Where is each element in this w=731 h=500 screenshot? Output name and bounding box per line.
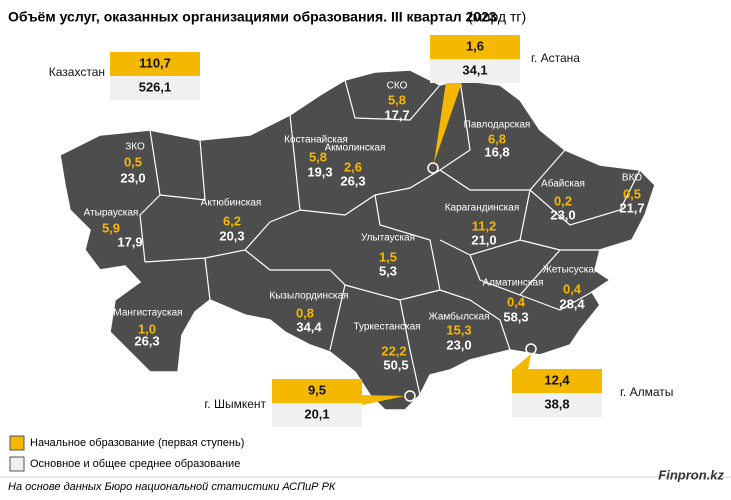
secondary-value: 34,4 <box>296 319 322 334</box>
box-bottom <box>430 59 520 83</box>
box-label: г. Астана <box>531 51 580 65</box>
primary-value: 11,2 <box>472 218 497 233</box>
secondary-value: 26,3 <box>134 333 159 348</box>
region-name: Мангистауская <box>113 308 182 319</box>
primary-value: 110,7 <box>139 55 171 70</box>
primary-value: 1,0 <box>138 321 156 336</box>
box-bottom <box>512 393 602 417</box>
primary-value: 9,5 <box>308 382 326 397</box>
box-label: г. Алматы <box>620 385 673 399</box>
region-name: ЗКО <box>125 142 145 153</box>
primary-value: 0,4 <box>507 294 526 309</box>
legend-swatch <box>9 456 25 472</box>
title: Объём услуг, оказанных организациями обр… <box>8 9 497 25</box>
secondary-value: 17,7 <box>384 107 409 122</box>
secondary-value: 50,5 <box>383 357 408 372</box>
region-name: СКО <box>387 81 408 92</box>
unit: (млрд тг) <box>468 9 526 25</box>
region-name: Карагандинская <box>445 203 520 214</box>
primary-value: 0,2 <box>554 193 572 208</box>
secondary-value: 16,8 <box>484 144 509 159</box>
box-label: Казахстан <box>49 65 105 79</box>
secondary-value: 21,7 <box>619 200 644 215</box>
region-name: Костанайская <box>284 135 348 146</box>
region-borders <box>139 79 641 396</box>
primary-value: 1,6 <box>466 38 484 53</box>
box-top <box>512 369 602 393</box>
secondary-value: 26,3 <box>340 173 365 188</box>
country-shape <box>59 69 656 411</box>
primary-value: 0,8 <box>296 305 314 320</box>
brand: Finpron.kz <box>658 467 724 482</box>
box-bottom <box>110 76 200 100</box>
secondary-value: 5,3 <box>379 263 397 278</box>
primary-value: 22,2 <box>381 343 406 358</box>
secondary-value: 20,1 <box>304 406 329 421</box>
primary-value: 15,3 <box>446 322 471 337</box>
secondary-value: 38,8 <box>544 396 569 411</box>
primary-value: 5,8 <box>388 92 406 107</box>
primary-value: 5,9 <box>102 220 120 235</box>
region-name: Кызылординская <box>269 291 348 302</box>
primary-value: 0,5 <box>124 154 142 169</box>
source: На основе данных Бюро национальной стати… <box>8 481 336 493</box>
secondary-value: 23,0 <box>120 170 145 185</box>
secondary-value: 20,3 <box>219 228 244 243</box>
box-bottom <box>272 403 362 427</box>
region-name: Актюбинская <box>201 197 262 209</box>
primary-value: 6,2 <box>223 213 241 228</box>
region-name: Алматинская <box>483 278 544 289</box>
primary-value: 2,6 <box>344 159 362 174</box>
region-name: Жетысуская <box>543 265 600 276</box>
callout-pointers <box>362 82 531 405</box>
primary-value: 0,4 <box>563 281 582 296</box>
legend-label: Основное и общее среднее образование <box>30 458 240 470</box>
secondary-value: 23,0 <box>550 207 575 222</box>
box-top <box>272 379 362 403</box>
region-name: ВКО <box>622 173 642 184</box>
primary-value: 1,5 <box>379 249 397 264</box>
box-label: г. Шымкент <box>204 397 266 411</box>
secondary-value: 21,0 <box>471 232 496 247</box>
region-name: Жамбылская <box>429 311 490 323</box>
region-name: Туркестанская <box>353 322 420 333</box>
legend-label: Начальное образование (первая ступень) <box>30 437 244 449</box>
box-top <box>430 35 520 59</box>
region-name: Улытауская <box>361 233 415 244</box>
primary-value: 12,4 <box>544 372 570 387</box>
secondary-value: 34,1 <box>462 62 487 77</box>
primary-value: 0,5 <box>623 186 641 201</box>
secondary-value: 19,3 <box>307 164 332 179</box>
secondary-value: 526,1 <box>139 79 172 94</box>
primary-value: 6,8 <box>488 131 506 146</box>
region-name: Атырауская <box>84 208 139 219</box>
region-name: Павлодарская <box>464 120 531 131</box>
secondary-value: 28,4 <box>559 296 585 311</box>
region-name: Акмолинская <box>325 143 386 154</box>
box-top <box>110 52 200 76</box>
map <box>59 69 656 411</box>
secondary-value: 17,9 <box>117 234 142 249</box>
primary-value: 5,8 <box>309 149 327 164</box>
legend-swatch <box>9 435 25 451</box>
secondary-value: 58,3 <box>503 309 528 324</box>
secondary-value: 23,0 <box>446 337 471 352</box>
region-name: Абайская <box>541 178 585 190</box>
